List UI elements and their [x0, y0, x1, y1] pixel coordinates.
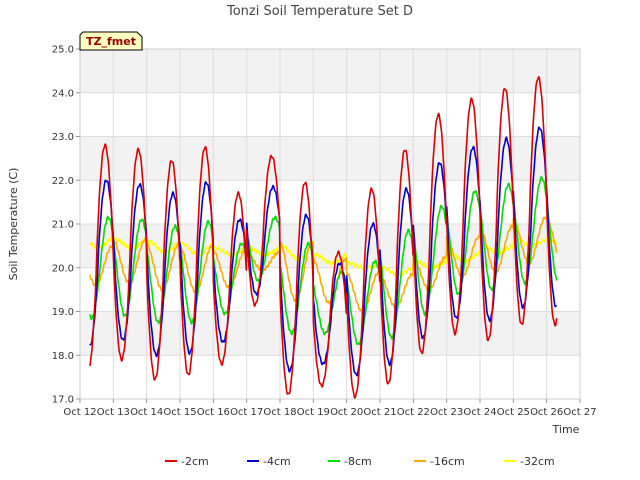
y-tick-label: 25.0	[52, 45, 74, 56]
x-tick-label: Oct 12	[63, 407, 96, 418]
x-tick-label: Oct 20	[330, 407, 363, 418]
series-line-minus32cm	[89, 235, 557, 277]
y-tick-label: 17.0	[52, 395, 74, 406]
x-tick-label: Oct 25	[497, 407, 530, 418]
x-tick-label: Oct 15	[163, 407, 196, 418]
x-tick-label: Oct 19	[297, 407, 330, 418]
x-tick-label: Oct 23	[430, 407, 463, 418]
legend-item: -4cm	[247, 455, 291, 468]
x-tick-label: Oct 14	[130, 407, 163, 418]
legend-label: -16cm	[430, 455, 465, 468]
legend: -2cm -4cm -8cm -16cm -32cm	[165, 455, 555, 468]
x-tick-label: Oct 17	[230, 407, 263, 418]
y-tick-label: 21.0	[52, 220, 74, 231]
x-tick-label: Oct 18	[263, 407, 296, 418]
legend-item: -32cm	[504, 455, 555, 468]
y-tick-label: 24.0	[52, 88, 74, 99]
x-axis-ticks: Oct 12 Oct 13 Oct 14 Oct 15 Oct 16 Oct 17 Oct …	[63, 399, 597, 418]
legend-label: -32cm	[520, 455, 555, 468]
x-tick-label: Oct 21	[363, 407, 396, 418]
x-tick-label: Oct 26	[530, 407, 563, 418]
plot-band	[80, 180, 580, 224]
series-line-minus2cm	[89, 76, 558, 399]
plot-band	[80, 355, 580, 399]
legend-item: -2cm	[165, 455, 209, 468]
series-line-minus16cm	[89, 215, 558, 314]
tz-annotation-label: TZ_fmet	[86, 35, 136, 48]
chart-title: Tonzi Soil Temperature Set D	[226, 4, 413, 19]
series-layer	[89, 76, 558, 399]
tz-annotation: TZ_fmet	[79, 31, 143, 51]
x-tick-label: Oct 24	[463, 407, 496, 418]
y-tick-label: 18.0	[52, 351, 74, 362]
y-tick-label: 22.0	[52, 176, 74, 187]
x-tick-label: Oct 22	[397, 407, 430, 418]
legend-item: -16cm	[414, 455, 465, 468]
legend-label: -8cm	[344, 455, 372, 468]
legend-label: -2cm	[181, 455, 209, 468]
x-tick-label: Oct 16	[197, 407, 230, 418]
legend-item: -8cm	[328, 455, 372, 468]
y-axis-label: Soil Temperature (C)	[7, 168, 20, 281]
y-axis-ticks: 17.0 18.0 19.0 20.0 21.0 22.0 23.0 24.0 25.0	[52, 45, 80, 406]
x-axis-label: Time	[552, 423, 580, 436]
plot-band	[80, 92, 580, 137]
x-tick-label: Oct 27	[563, 407, 596, 418]
y-tick-label: 23.0	[52, 132, 74, 143]
y-tick-label: 20.0	[52, 263, 74, 274]
x-tick-label: Oct 13	[97, 407, 130, 418]
plot-band	[80, 136, 580, 181]
legend-label: -4cm	[263, 455, 291, 468]
y-tick-label: 19.0	[52, 307, 74, 318]
plot-band	[80, 49, 580, 93]
